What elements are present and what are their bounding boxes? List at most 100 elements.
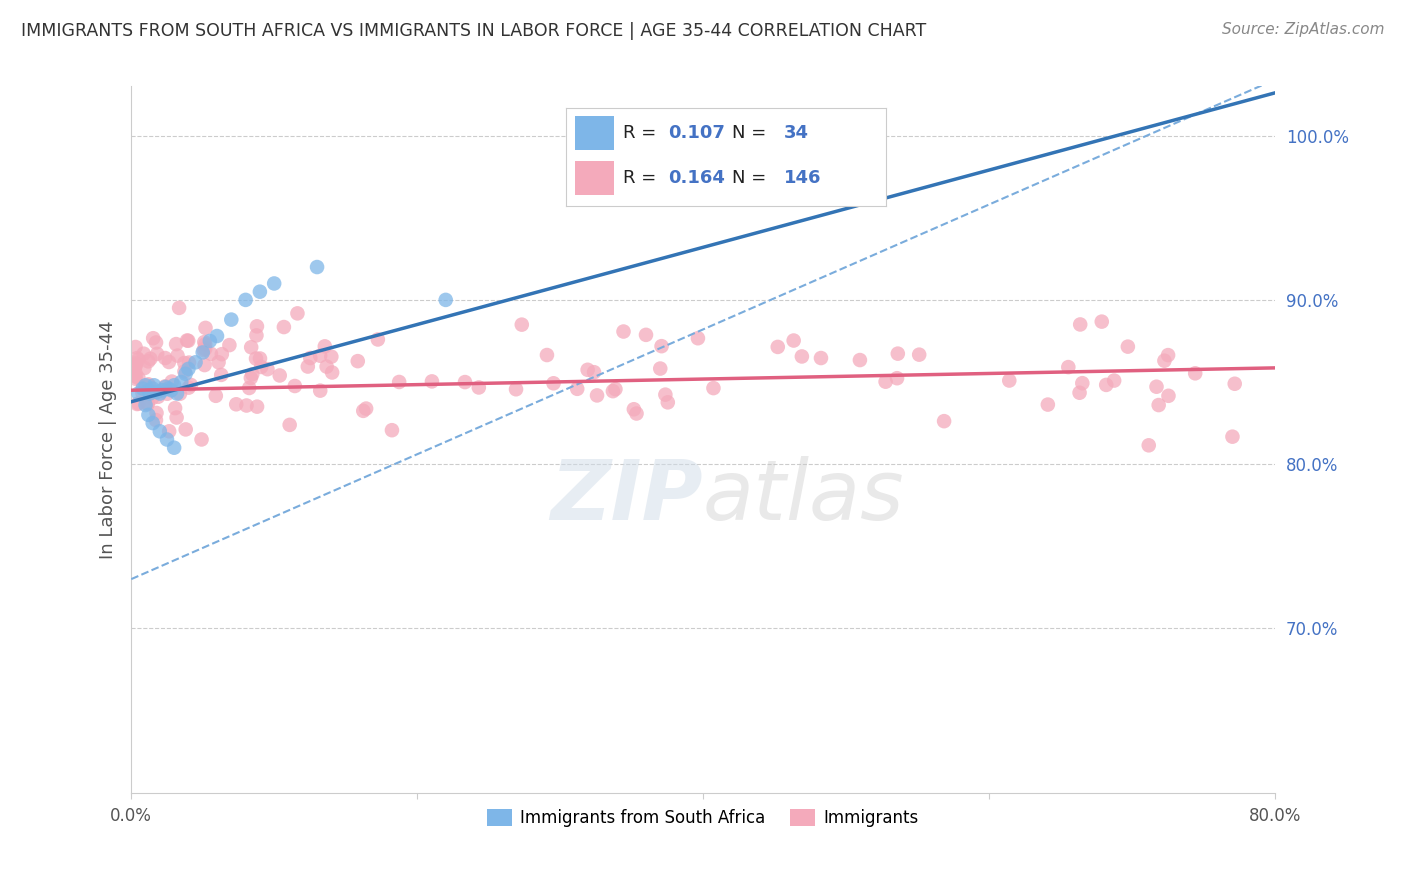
Point bbox=[1222, 430, 1244, 444]
Point bbox=[173, 364, 195, 378]
Point bbox=[1036, 398, 1059, 412]
Point bbox=[1069, 318, 1091, 332]
Point bbox=[287, 306, 309, 320]
Point bbox=[269, 368, 291, 383]
Point bbox=[132, 347, 155, 361]
Point bbox=[193, 335, 215, 350]
Point bbox=[127, 397, 149, 411]
Point bbox=[167, 301, 190, 315]
Point bbox=[207, 355, 229, 369]
Point bbox=[124, 340, 146, 354]
Point bbox=[165, 401, 187, 416]
Point bbox=[790, 350, 813, 364]
Point bbox=[354, 401, 377, 416]
Point bbox=[238, 381, 260, 395]
Point bbox=[273, 320, 295, 334]
Point bbox=[1184, 367, 1206, 381]
Point bbox=[160, 375, 183, 389]
Point bbox=[702, 381, 724, 395]
Point bbox=[586, 388, 609, 402]
Point bbox=[1137, 438, 1160, 452]
Point bbox=[124, 359, 146, 373]
Point bbox=[249, 285, 271, 299]
Point bbox=[686, 331, 709, 345]
Point bbox=[190, 433, 212, 447]
Point bbox=[567, 382, 589, 396]
Point bbox=[297, 359, 319, 374]
Point bbox=[205, 329, 228, 343]
Point bbox=[245, 328, 267, 343]
Point bbox=[1095, 377, 1118, 392]
Point bbox=[612, 325, 634, 339]
Point bbox=[309, 349, 332, 363]
Text: Source: ZipAtlas.com: Source: ZipAtlas.com bbox=[1222, 22, 1385, 37]
Point bbox=[1157, 389, 1180, 403]
Point bbox=[321, 350, 343, 364]
Point bbox=[887, 346, 910, 360]
Point bbox=[249, 351, 271, 366]
Point bbox=[145, 413, 167, 427]
Point bbox=[125, 351, 148, 365]
Point bbox=[194, 358, 217, 372]
Point bbox=[163, 378, 186, 392]
Point bbox=[657, 395, 679, 409]
Point bbox=[153, 379, 176, 393]
Point bbox=[194, 321, 217, 335]
Point bbox=[245, 351, 267, 366]
Point bbox=[157, 425, 180, 439]
Point bbox=[543, 376, 565, 391]
Point bbox=[145, 406, 167, 420]
Point bbox=[1146, 380, 1168, 394]
Point bbox=[766, 340, 789, 354]
Point bbox=[124, 366, 146, 380]
Point bbox=[246, 319, 269, 334]
Point bbox=[170, 375, 193, 389]
Point bbox=[998, 374, 1021, 388]
Point bbox=[194, 337, 217, 351]
Point bbox=[381, 423, 404, 437]
Point bbox=[810, 351, 832, 365]
Point bbox=[246, 400, 269, 414]
Point bbox=[128, 396, 150, 410]
Point bbox=[235, 293, 257, 307]
Point bbox=[156, 433, 179, 447]
Point bbox=[157, 355, 180, 369]
Point bbox=[307, 260, 329, 274]
Point bbox=[239, 371, 262, 385]
Point bbox=[124, 357, 146, 371]
Point bbox=[145, 335, 167, 350]
Point bbox=[211, 347, 233, 361]
Point bbox=[454, 375, 477, 389]
Point bbox=[782, 334, 804, 348]
Point bbox=[139, 351, 162, 366]
Point bbox=[136, 377, 159, 392]
Point bbox=[155, 380, 177, 394]
Point bbox=[256, 362, 278, 376]
Point bbox=[582, 365, 605, 379]
Point bbox=[180, 378, 202, 392]
Point bbox=[127, 352, 149, 367]
Point bbox=[142, 416, 165, 430]
Point bbox=[177, 362, 200, 376]
Point bbox=[204, 389, 226, 403]
Point bbox=[149, 386, 172, 401]
Point bbox=[1157, 348, 1180, 362]
Point bbox=[124, 358, 146, 372]
Point bbox=[132, 379, 155, 393]
Point bbox=[174, 422, 197, 436]
Point bbox=[157, 382, 180, 396]
Point bbox=[184, 355, 207, 369]
Point bbox=[166, 386, 188, 401]
Point bbox=[143, 378, 166, 392]
Point bbox=[166, 349, 188, 363]
Point bbox=[176, 334, 198, 348]
Point bbox=[1223, 376, 1246, 391]
Point bbox=[209, 368, 232, 382]
Point bbox=[146, 384, 169, 399]
Point bbox=[198, 334, 221, 348]
Point bbox=[146, 347, 169, 361]
Point bbox=[367, 333, 389, 347]
Point bbox=[135, 378, 157, 392]
Point bbox=[278, 417, 301, 432]
Point bbox=[153, 351, 176, 365]
